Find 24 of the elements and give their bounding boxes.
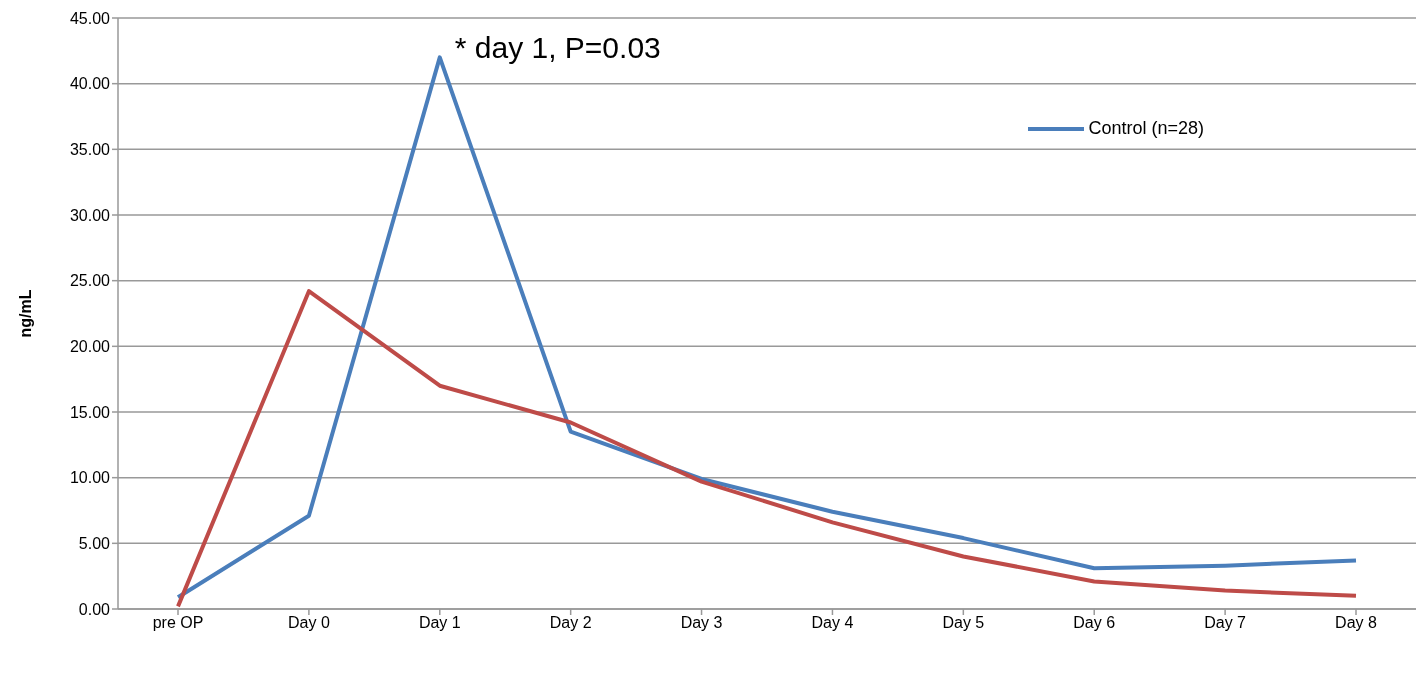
x-tick-label: Day 3 (680, 614, 723, 632)
y-axis-title: ng/mL (16, 289, 34, 338)
x-tick-label: Day 2 (549, 614, 592, 632)
x-tick-label: Day 0 (287, 614, 330, 632)
y-tick-label: 10.00 (69, 469, 111, 487)
y-tick-label: 15.00 (69, 403, 111, 421)
y-tick-label: 35.00 (69, 141, 111, 159)
y-tick-label: 45.00 (69, 9, 111, 27)
line-series (176, 289, 1358, 609)
x-tick-label: Day 7 (1204, 614, 1247, 632)
y-tick-label: 5.00 (78, 535, 111, 553)
x-tick-label: Day 6 (1073, 614, 1116, 632)
x-tick-label: Day 4 (811, 614, 854, 632)
y-tick-label: 20.00 (69, 338, 111, 356)
y-tick-label: 40.00 (69, 75, 111, 93)
x-tick-label: pre OP (152, 614, 204, 632)
annotation: * day 1, P=0.03 (454, 31, 661, 65)
y-tick-label: 0.00 (78, 600, 111, 618)
y-tick-label: 25.00 (69, 272, 111, 290)
y-tick-label: 30.00 (69, 206, 111, 224)
x-tick-label: Day 1 (418, 614, 461, 632)
x-tick-label: Day 5 (942, 614, 985, 632)
x-tick-label: Day 8 (1335, 614, 1377, 632)
legend-label: Control (n=28) (1088, 118, 1204, 139)
